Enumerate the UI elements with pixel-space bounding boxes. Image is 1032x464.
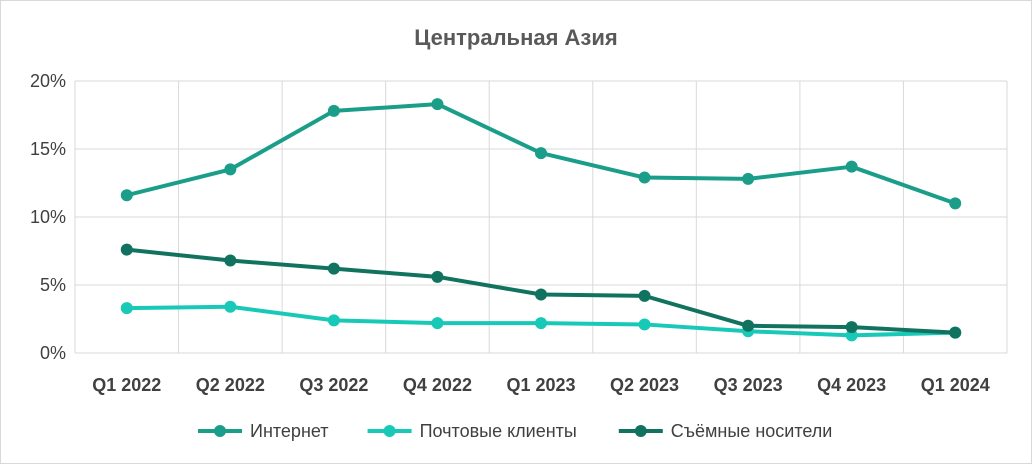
- legend: Интернет Почтовые клиенты Съёмные носители: [198, 421, 832, 441]
- series-3: [120, 243, 962, 339]
- data-point: [845, 160, 858, 173]
- x-tick-label: Q4 2023: [817, 375, 886, 395]
- y-tick-label: 5%: [40, 275, 66, 295]
- data-point: [431, 317, 444, 330]
- data-point: [120, 189, 133, 202]
- data-point: [120, 243, 133, 256]
- x-tick-label: Q1 2022: [92, 375, 161, 395]
- x-tick-label: Q3 2023: [714, 375, 783, 395]
- chart-title: Центральная Азия: [414, 25, 617, 50]
- data-point: [224, 163, 237, 176]
- data-point: [742, 172, 755, 185]
- legend-item: Почтовые клиенты: [367, 421, 577, 441]
- x-tick-label: Q2 2022: [196, 375, 265, 395]
- legend-label: Почтовые клиенты: [420, 421, 577, 441]
- series-2: [120, 300, 962, 342]
- legend-label: Интернет: [250, 421, 329, 441]
- x-tick-label: Q4 2022: [403, 375, 472, 395]
- data-point: [742, 319, 755, 332]
- data-point: [327, 314, 340, 327]
- data-point: [327, 104, 340, 117]
- data-point: [120, 302, 133, 315]
- data-point: [535, 147, 547, 160]
- x-tick-label: Q3 2022: [299, 375, 368, 395]
- legend-item: Съёмные носители: [618, 421, 833, 441]
- data-point: [431, 270, 444, 283]
- data-point: [638, 318, 651, 331]
- data-point: [638, 171, 651, 184]
- legend-marker: [383, 425, 396, 437]
- series-1: [120, 98, 962, 210]
- legend-marker: [214, 425, 226, 437]
- y-tick-label: 0%: [40, 343, 66, 363]
- data-point: [949, 197, 962, 210]
- data-point: [224, 300, 237, 313]
- y-tick-label: 10%: [30, 207, 66, 227]
- data-point: [535, 317, 547, 330]
- x-tick-label: Q2 2023: [610, 375, 679, 395]
- data-point: [949, 326, 962, 339]
- data-point: [327, 262, 340, 275]
- x-tick-label: Q1 2023: [506, 375, 575, 395]
- series-layer: [120, 98, 962, 342]
- y-tick-label: 15%: [30, 139, 66, 159]
- data-point: [224, 254, 237, 267]
- y-axis-ticks: 0% 5% 10% 15% 20%: [30, 71, 66, 363]
- legend-label: Съёмные носители: [671, 421, 833, 441]
- data-point: [431, 98, 444, 111]
- y-tick-label: 20%: [30, 71, 66, 91]
- legend-marker: [634, 425, 647, 437]
- grid-layer: [74, 80, 1008, 354]
- data-point: [535, 288, 547, 301]
- data-point: [638, 289, 651, 302]
- x-tick-label: Q1 2024: [921, 375, 990, 395]
- legend-item: Интернет: [198, 421, 329, 441]
- x-axis-ticks: Q1 2022 Q2 2022 Q3 2022 Q4 2022 Q1 2023 Q2 20…: [92, 375, 990, 395]
- data-point: [845, 321, 858, 334]
